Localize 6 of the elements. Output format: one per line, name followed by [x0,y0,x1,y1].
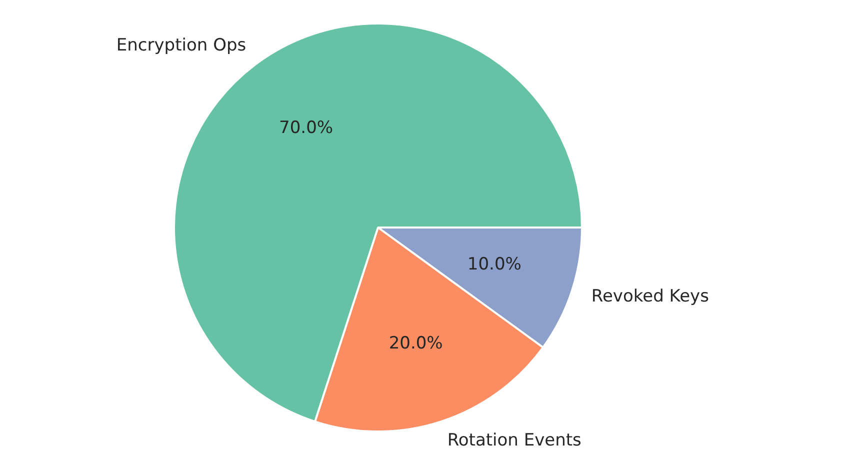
slice-label: Encryption Ops [116,35,246,56]
data-label: 70.0% [279,118,334,138]
data-label: 20.0% [388,333,443,354]
data-label: 10.0% [467,254,522,275]
slice-label: Rotation Events [447,430,582,450]
slice-label: Revoked Keys [591,286,710,306]
